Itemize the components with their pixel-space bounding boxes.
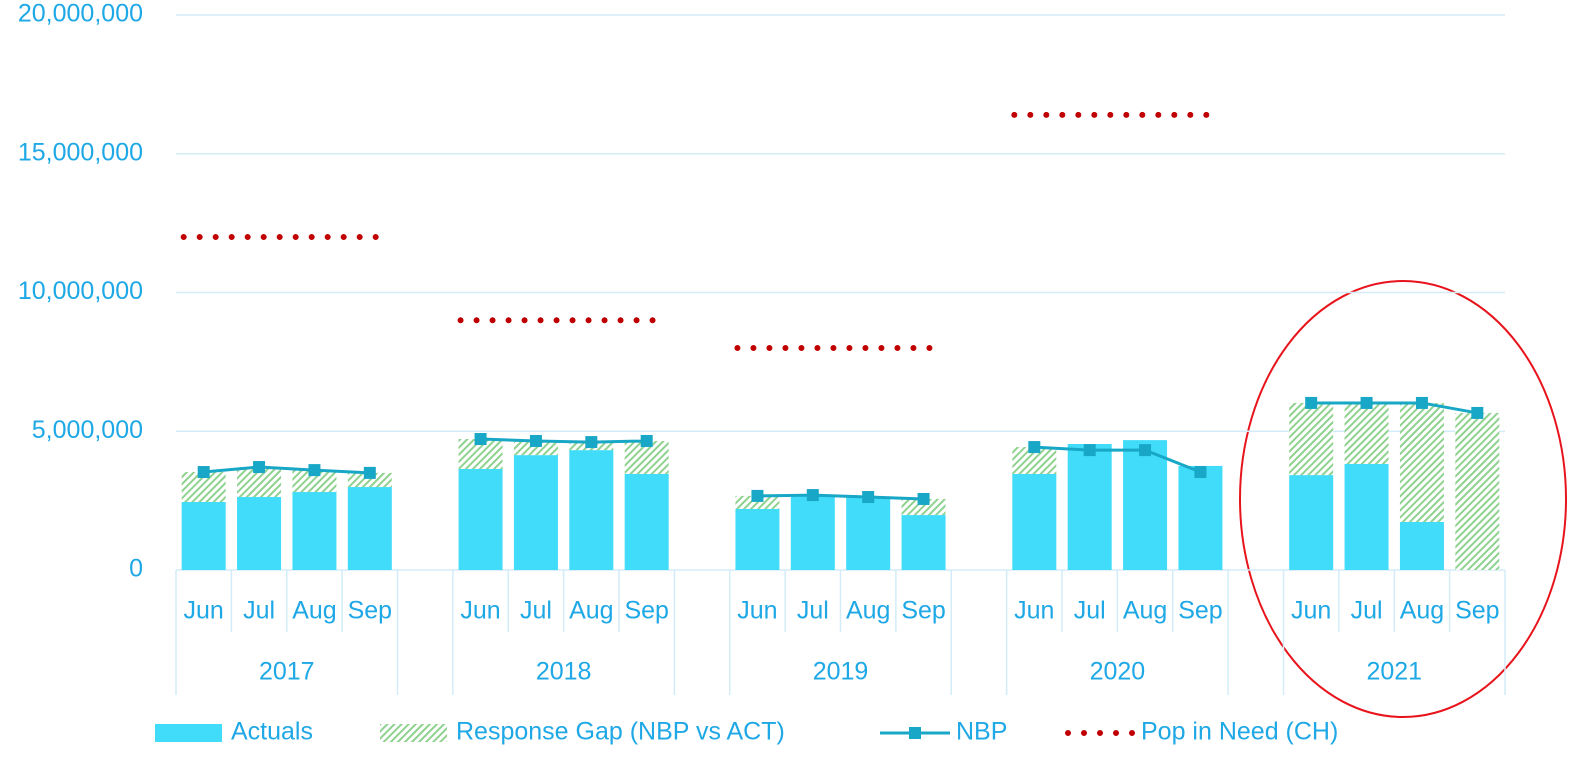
- marker: [253, 461, 266, 474]
- x-tick-label: Sep: [1455, 597, 1499, 625]
- marker: [197, 466, 210, 479]
- marker: [1415, 396, 1428, 409]
- bar: [513, 440, 558, 456]
- bar: [347, 487, 392, 570]
- marker: [751, 489, 764, 502]
- marker: [1139, 444, 1152, 457]
- bar: [790, 495, 835, 570]
- bar: [292, 470, 337, 493]
- x-tick-label: Jul: [1351, 597, 1383, 625]
- bar: [513, 455, 558, 570]
- lines: [180, 111, 1484, 505]
- x-tick-label: Aug: [846, 597, 890, 625]
- group-label: 2018: [536, 658, 592, 686]
- x-tick-label: Aug: [569, 597, 613, 625]
- bars: [181, 402, 1500, 570]
- bar: [458, 468, 503, 570]
- bar: [1178, 465, 1223, 570]
- marker: [474, 433, 487, 446]
- x-tick-label: Sep: [901, 597, 945, 625]
- marker: [1305, 396, 1318, 409]
- x-tick-label: Jun: [184, 597, 224, 625]
- marker: [806, 489, 819, 502]
- line: [1311, 401, 1478, 415]
- bar: [735, 495, 780, 509]
- bar: [1344, 463, 1389, 570]
- marker: [1360, 396, 1373, 409]
- grid: [175, 14, 1506, 695]
- bar: [1344, 402, 1389, 464]
- group-label: 2017: [259, 658, 315, 686]
- bar: [901, 515, 946, 570]
- marker: [917, 492, 930, 505]
- legend-swatch: [380, 724, 447, 742]
- x-tick-label: Jul: [243, 597, 275, 625]
- x-tick-label: Jul: [797, 597, 829, 625]
- marker: [529, 434, 542, 447]
- marker: [862, 491, 875, 504]
- marker: [1083, 444, 1096, 457]
- marker: [363, 466, 376, 479]
- marker: [585, 436, 598, 449]
- bar: [181, 502, 226, 570]
- legend-label: Pop in Need (CH): [1141, 718, 1338, 746]
- x-tick-label: Aug: [292, 597, 336, 625]
- bar: [1012, 473, 1057, 570]
- x-tick-label: Jun: [737, 597, 777, 625]
- x-tick-label: Jul: [1074, 597, 1106, 625]
- line: [757, 493, 924, 501]
- marker: [1028, 441, 1041, 454]
- y-tick-label: 0: [129, 555, 143, 583]
- legend-label: Response Gap (NBP vs ACT): [456, 718, 785, 746]
- y-tick-label: 15,000,000: [18, 138, 143, 166]
- legend-swatch: [155, 724, 222, 742]
- bar: [292, 492, 337, 570]
- group-label: 2019: [813, 658, 869, 686]
- marker: [640, 434, 653, 447]
- marker: [1471, 406, 1484, 419]
- bar: [1123, 440, 1168, 570]
- marker: [308, 464, 321, 477]
- x-tick-label: Jun: [1291, 597, 1331, 625]
- line: [203, 465, 370, 475]
- y-tick-label: 10,000,000: [18, 277, 143, 305]
- bar: [846, 497, 891, 570]
- bar: [1289, 475, 1334, 570]
- x-tick-label: Sep: [348, 597, 392, 625]
- x-tick-label: Jun: [1014, 597, 1054, 625]
- group-label: 2021: [1366, 658, 1422, 686]
- bar: [1399, 521, 1444, 570]
- highlight-circle: [1239, 280, 1567, 718]
- group-label: 2020: [1090, 658, 1146, 686]
- y-tick-label: 20,000,000: [18, 0, 143, 28]
- line: [480, 437, 647, 444]
- x-tick-label: Sep: [624, 597, 668, 625]
- bar: [237, 497, 282, 570]
- bar: [901, 498, 946, 516]
- legend-label: NBP: [956, 718, 1007, 746]
- marker: [1194, 466, 1207, 479]
- bar: [569, 450, 614, 570]
- bar: [1399, 402, 1444, 522]
- line: [1034, 445, 1201, 474]
- legend-label: Actuals: [231, 718, 313, 746]
- bar: [347, 472, 392, 488]
- x-tick-label: Aug: [1400, 597, 1444, 625]
- bar: [1289, 402, 1334, 476]
- bar: [624, 473, 669, 570]
- bar: [1067, 444, 1112, 570]
- x-tick-label: Aug: [1123, 597, 1167, 625]
- bar: [735, 508, 780, 570]
- x-tick-label: Sep: [1178, 597, 1222, 625]
- legend-marker: [909, 727, 921, 739]
- x-tick-label: Jul: [520, 597, 552, 625]
- x-tick-label: Jun: [460, 597, 500, 625]
- y-tick-label: 5,000,000: [32, 416, 143, 444]
- bar: [1455, 412, 1500, 570]
